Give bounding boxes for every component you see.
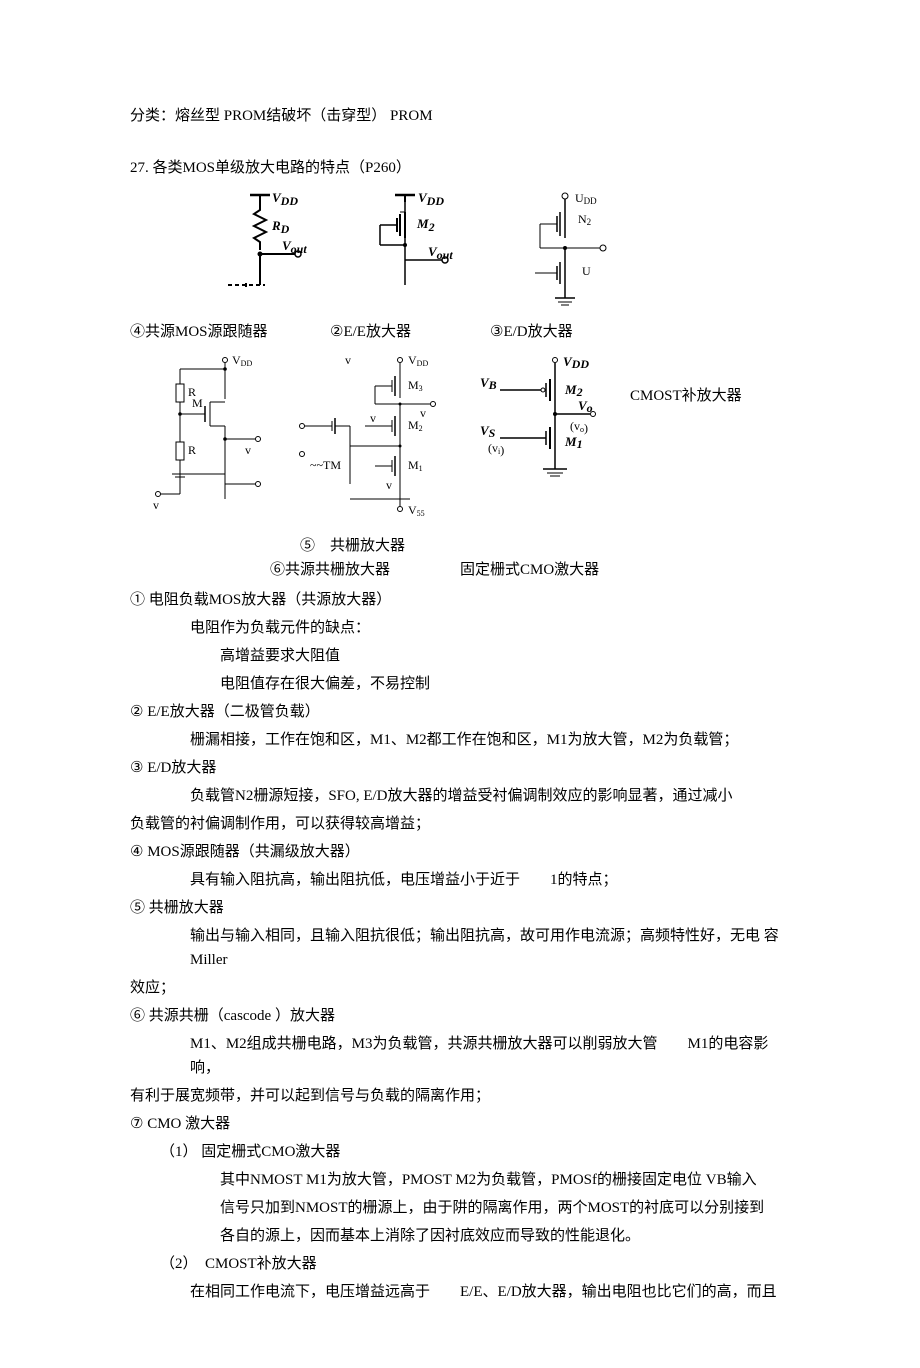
svg-text:VDD: VDD <box>408 354 428 368</box>
caption-row-1: ④共源MOS源跟随器 ②E/E放大器 ③E/D放大器 <box>130 320 790 344</box>
svg-text:UDD: UDD <box>575 191 597 206</box>
svg-text:(vi): (vi) <box>488 441 504 457</box>
caption-row-2b: ⑥共源共栅放大器 固定栅式CMO激大器 <box>270 558 790 582</box>
p1-l3: 电阻值存在很大偏差，不易控制 <box>130 672 790 696</box>
svg-text:Vo: Vo <box>578 398 593 415</box>
svg-text:M2: M2 <box>408 418 423 433</box>
svg-text:V55: V55 <box>408 503 425 518</box>
circuit-row-1: VDD RD Vout VDD <box>210 190 790 310</box>
circuit-cascode: v VDD M3 v v M2 <box>290 354 450 524</box>
p1-title: ① 电阻负载MOS放大器（共源放大器） <box>130 588 790 612</box>
caption-4: ④共源MOS源跟随器 <box>130 320 330 344</box>
caption-row-2: ⑤ 共栅放大器 <box>300 534 790 558</box>
caption-2: ②E/E放大器 <box>330 320 490 344</box>
p7-s1-l1: 其中NMOST M1为放大管，PMOST M2为负载管，PMOSf的栅接固定电位… <box>130 1168 790 1192</box>
top-classification: 分类：熔丝型 PROM结破坏（击穿型） PROM <box>130 104 790 128</box>
circuit-resistor-load: VDD RD Vout <box>210 190 310 300</box>
p3-l2: 负载管的衬偏调制作用，可以获得较高增益； <box>130 812 790 836</box>
p6-l1: M1、M2组成共栅电路，M3为负载管，共源共栅放大器可以削弱放大管 M1的电容影… <box>130 1032 790 1080</box>
p1-l1: 电阻作为负载元件的缺点： <box>130 616 790 640</box>
circuit-row-2: VDD R M v R <box>150 354 790 524</box>
svg-text:(vo): (vo) <box>570 419 588 435</box>
svg-text:VDD: VDD <box>232 354 252 368</box>
svg-text:v: v <box>386 478 392 492</box>
circuit-ed: UDD N2 U <box>500 190 620 310</box>
svg-text:VDD: VDD <box>563 354 589 371</box>
question-27-title: 27. 各类MOS单级放大电路的特点（P260） <box>130 156 790 180</box>
svg-text:U: U <box>582 264 591 278</box>
p5-l1: 输出与输入相同，且输入阻抗很低；输出阻抗高，故可用作电流源；高频特性好，无电 容… <box>130 924 790 972</box>
p2-title: ② E/E放大器（二极管负载） <box>130 700 790 724</box>
svg-text:v: v <box>420 406 426 420</box>
svg-text:M3: M3 <box>408 378 423 393</box>
svg-text:M1: M1 <box>564 434 583 451</box>
circuit-fixed-gate-cmos: VDD VB M2 Vo (vo) VS (vi) M1 <box>470 354 610 504</box>
p1-l2: 高增益要求大阻值 <box>130 644 790 668</box>
p5-title: ⑤ 共栅放大器 <box>130 896 790 920</box>
svg-text:v: v <box>370 411 376 425</box>
svg-text:VS: VS <box>480 423 496 440</box>
p5-l2: 效应； <box>130 976 790 1000</box>
p3-l1: 负载管N2栅源短接，SFO, E/D放大器的增益受衬偏调制效应的影响显著，通过减… <box>130 784 790 808</box>
p7-s1-l2: 信号只加到NMOST的栅源上，由于阱的隔离作用，两个MOST的衬底可以分别接到 <box>130 1196 790 1220</box>
circuit-ee: VDD M2 Vout <box>350 190 460 300</box>
svg-text:VDD: VDD <box>272 190 298 208</box>
svg-text:M1: M1 <box>408 458 423 473</box>
cmos-complement-label: CMOST补放大器 <box>630 354 742 408</box>
svg-text:N2: N2 <box>578 212 591 227</box>
p6-title: ⑥ 共源共栅（cascode ）放大器 <box>130 1004 790 1028</box>
svg-text:R: R <box>188 443 196 457</box>
svg-text:v: v <box>245 443 251 457</box>
svg-text:M2: M2 <box>564 382 583 399</box>
svg-text:M2: M2 <box>416 216 435 234</box>
p7-s2-l1: 在相同工作电流下，电压增益远高于 E/E、E/D放大器，输出电阻也比它们的高，而… <box>130 1280 790 1304</box>
svg-text:RD: RD <box>271 218 290 236</box>
p2-l1: 栅漏相接，工作在饱和区，M1、M2都工作在饱和区，M1为放大管，M2为负载管； <box>130 728 790 752</box>
svg-text:v: v <box>345 354 351 367</box>
svg-text:~~TM: ~~TM <box>310 458 341 472</box>
svg-text:v: v <box>153 498 159 512</box>
p7-s2-title: （2） CMOST补放大器 <box>130 1252 790 1276</box>
svg-text:M: M <box>192 396 203 410</box>
circuit-source-follower: VDD R M v R <box>150 354 270 514</box>
p4-title: ④ MOS源跟随器（共漏级放大器） <box>130 840 790 864</box>
p3-title: ③ E/D放大器 <box>130 756 790 780</box>
caption-5b: ⑥共源共栅放大器 <box>270 558 460 582</box>
caption-3: ③E/D放大器 <box>490 320 573 344</box>
svg-text:VB: VB <box>480 375 497 392</box>
p7-s1-title: （1） 固定栅式CMO激大器 <box>130 1140 790 1164</box>
caption-5a: ⑤ 共栅放大器 <box>300 534 470 558</box>
caption-5c: 固定栅式CMO激大器 <box>460 558 599 582</box>
p6-l2: 有利于展宽频带，并可以起到信号与负载的隔离作用； <box>130 1084 790 1108</box>
p7-title: ⑦ CMO 激大器 <box>130 1112 790 1136</box>
p7-s1-l3: 各自的源上，因而基本上消除了因衬底效应而导致的性能退化。 <box>130 1224 790 1248</box>
p4-l1: 具有输入阻抗高，输出阻抗低，电压增益小于近于 1的特点； <box>130 868 790 892</box>
svg-text:VDD: VDD <box>418 190 444 208</box>
